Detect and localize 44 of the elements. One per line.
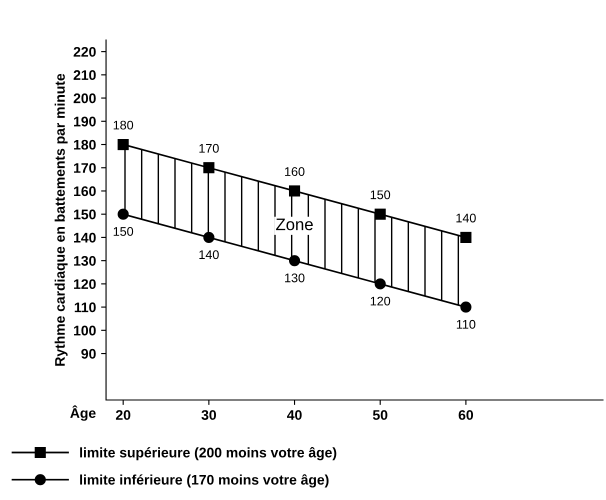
point bbox=[288, 255, 300, 266]
point bbox=[288, 185, 300, 197]
y-tick-label: 170 bbox=[74, 163, 96, 173]
point bbox=[118, 138, 129, 150]
y-tick-label: 180 bbox=[74, 140, 96, 150]
y-tick-label: 210 bbox=[74, 70, 96, 80]
data-label: 140 bbox=[456, 214, 476, 222]
y-tick-label: 150 bbox=[74, 210, 96, 220]
point bbox=[203, 232, 214, 243]
x-tick-label: 40 bbox=[287, 410, 302, 420]
y-axis-title: Rythme cardiaque en battements par minute bbox=[54, 74, 68, 366]
point bbox=[460, 302, 472, 313]
y-tick-label: 120 bbox=[74, 279, 96, 290]
y-tick-label: 160 bbox=[74, 186, 96, 196]
annotation: Zone bbox=[276, 218, 313, 230]
y-tick-label: 200 bbox=[74, 93, 96, 104]
data-label: 150 bbox=[114, 227, 134, 236]
y-tick-label: 90 bbox=[81, 348, 96, 359]
point bbox=[460, 232, 472, 243]
data-label: 180 bbox=[114, 120, 134, 130]
data-label: 130 bbox=[285, 273, 304, 282]
y-tick-label: 110 bbox=[74, 302, 96, 312]
y-tick-label: 140 bbox=[74, 232, 96, 243]
x-tick-label: 30 bbox=[201, 410, 216, 420]
data-label: 150 bbox=[370, 190, 390, 200]
data-label: 120 bbox=[370, 296, 390, 306]
x-tick-label: 20 bbox=[116, 410, 130, 420]
point bbox=[118, 208, 129, 220]
y-tick-label: 190 bbox=[74, 116, 96, 126]
data-label: 170 bbox=[199, 144, 219, 153]
legend-label: limite inférieure (170 moins votre âge) bbox=[80, 474, 329, 488]
legend-label: limite supérieure (200 moins votre âge) bbox=[80, 446, 336, 460]
y-tick-label: 100 bbox=[74, 326, 96, 336]
data-label: 110 bbox=[456, 320, 476, 329]
data-label: 140 bbox=[199, 250, 219, 260]
y-tick-label: 130 bbox=[74, 256, 96, 266]
x-tick-label: 50 bbox=[372, 410, 388, 420]
data-label: 160 bbox=[285, 167, 304, 176]
point bbox=[203, 162, 214, 174]
point bbox=[374, 208, 386, 220]
x-axis-title: Âge bbox=[70, 405, 96, 421]
point bbox=[374, 278, 386, 290]
y-tick-label: 220 bbox=[74, 46, 96, 57]
x-tick-label: 60 bbox=[458, 410, 474, 420]
